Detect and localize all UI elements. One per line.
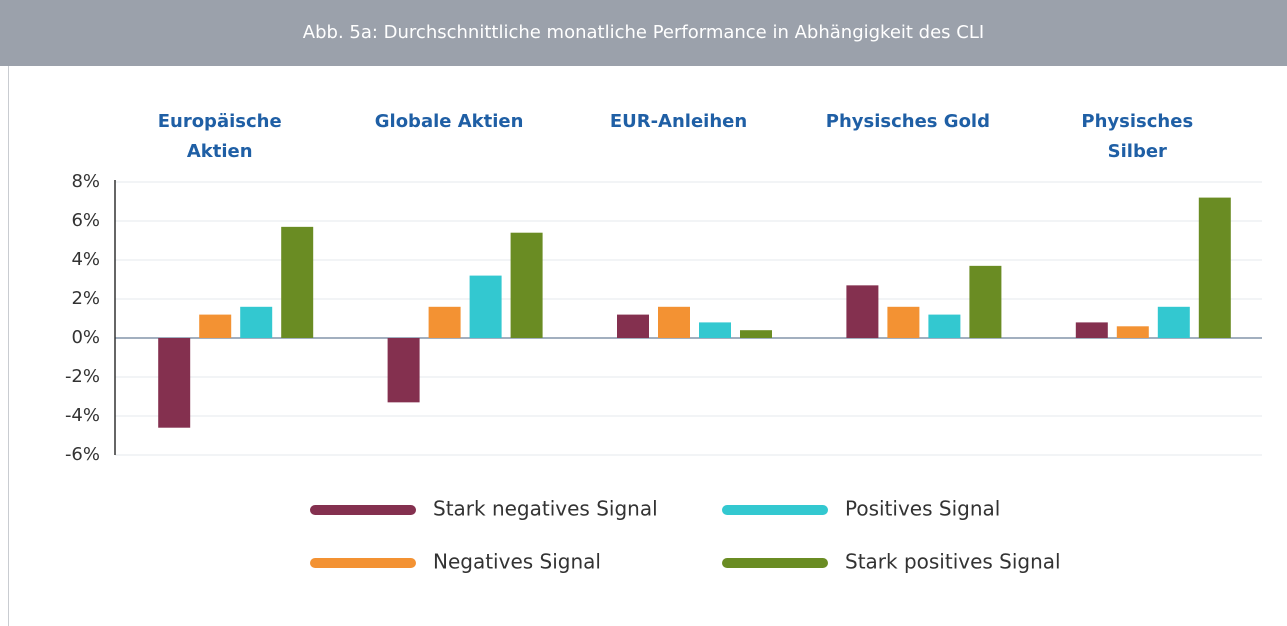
legend-label: Stark negatives Signal bbox=[433, 497, 658, 521]
bar bbox=[469, 275, 502, 338]
category-label: EUR-Anleihen bbox=[609, 111, 748, 132]
y-tick-label: 8% bbox=[71, 171, 100, 192]
y-tick-label: -4% bbox=[65, 405, 100, 426]
category-label: Physisches Gold bbox=[825, 111, 990, 132]
bar bbox=[199, 314, 232, 338]
bar bbox=[928, 314, 961, 338]
y-tick-label: -6% bbox=[65, 444, 100, 465]
bar bbox=[1116, 326, 1149, 338]
y-tick-label: 0% bbox=[71, 327, 100, 348]
bar bbox=[969, 265, 1002, 338]
legend-label: Negatives Signal bbox=[433, 550, 601, 574]
category-label: Physisches Silber bbox=[1081, 111, 1194, 162]
bar bbox=[846, 285, 879, 338]
category-label: Globale Aktien bbox=[374, 111, 524, 132]
y-tick-label: 6% bbox=[71, 210, 100, 231]
bar bbox=[428, 306, 461, 338]
bar bbox=[387, 338, 420, 403]
bar bbox=[1198, 197, 1231, 338]
bar bbox=[240, 306, 273, 338]
chart-title: Abb. 5a: Durchschnittliche monatliche Pe… bbox=[0, 0, 1287, 66]
bar bbox=[1075, 322, 1108, 338]
legend-label: Positives Signal bbox=[845, 497, 1000, 521]
frame-border bbox=[8, 66, 9, 626]
bar bbox=[617, 314, 649, 338]
bar bbox=[158, 338, 191, 428]
bar bbox=[740, 330, 772, 338]
bar bbox=[699, 322, 731, 338]
bar bbox=[510, 232, 543, 338]
bar bbox=[281, 226, 314, 338]
legend-label: Stark positives Signal bbox=[845, 550, 1061, 574]
y-tick-label: 2% bbox=[71, 288, 100, 309]
y-tick-label: -2% bbox=[65, 366, 100, 387]
category-label: Europäische Aktien bbox=[157, 111, 282, 162]
bar bbox=[1157, 306, 1190, 338]
bar bbox=[658, 306, 690, 338]
bar bbox=[887, 306, 920, 338]
y-tick-label: 4% bbox=[71, 249, 100, 270]
